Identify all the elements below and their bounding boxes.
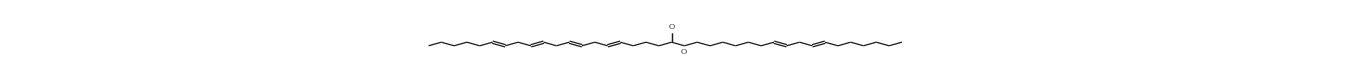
Text: O: O	[681, 48, 687, 56]
Text: O: O	[669, 23, 675, 31]
